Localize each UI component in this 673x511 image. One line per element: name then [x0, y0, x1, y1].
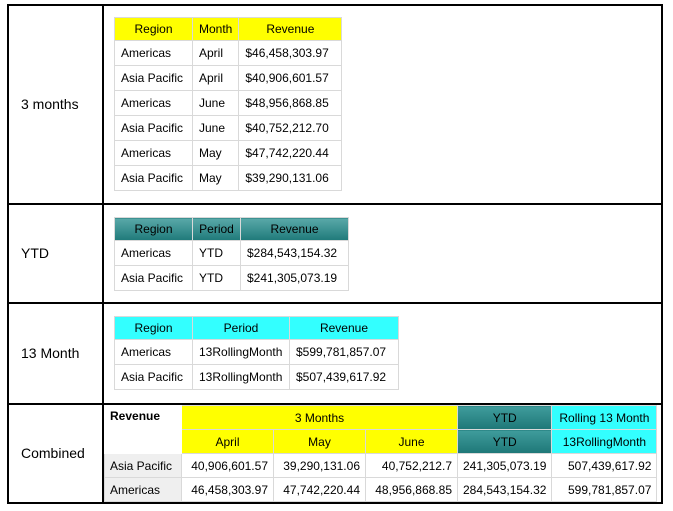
- column-header: Period: [192, 217, 241, 241]
- table-cell: Asia Pacific: [114, 165, 193, 191]
- table-cell: $39,290,131.06: [238, 165, 343, 191]
- table-cell: $599,781,857.07: [289, 339, 399, 365]
- thirteen-month-table: Region Period Revenue Americas 13Rolling…: [114, 316, 399, 390]
- pivot-header-row: Revenue 3 Months YTD Rolling 13 Month: [104, 405, 658, 454]
- month-header: April: [181, 429, 274, 454]
- table-header-row: Region Period Revenue: [114, 316, 399, 340]
- table-cell: April: [191, 65, 240, 91]
- table-header-row: Region Month Revenue: [114, 17, 343, 41]
- column-header: Revenue: [240, 217, 349, 241]
- row-divider-3: [7, 403, 663, 405]
- table-row: Asia Pacific 13RollingMonth $507,439,617…: [114, 364, 399, 390]
- table-header-row: Region Period Revenue: [114, 217, 349, 241]
- row-header: Asia Pacific: [104, 453, 182, 478]
- table-cell: Americas: [114, 240, 193, 266]
- month-header: May: [273, 429, 366, 454]
- table-cell: Americas: [114, 140, 193, 166]
- column-divider: [102, 4, 104, 504]
- rolling-subheader: 13RollingMonth: [551, 429, 658, 454]
- table-cell: YTD: [192, 265, 241, 291]
- table-cell: $241,305,073.19: [240, 265, 349, 291]
- column-header: Region: [114, 217, 193, 241]
- outer-frame: [7, 4, 663, 504]
- table-cell: $47,742,220.44: [238, 140, 343, 166]
- table-row: Americas April $46,458,303.97: [114, 40, 343, 66]
- table-cell: YTD: [192, 240, 241, 266]
- table-cell: 40,752,212.7: [365, 453, 458, 478]
- table-cell: June: [191, 90, 240, 116]
- column-header: Revenue: [289, 316, 399, 340]
- table-row: Asia Pacific YTD $241,305,073.19: [114, 265, 349, 291]
- table-row: Americas YTD $284,543,154.32: [114, 240, 349, 266]
- table-row: Americas 13RollingMonth $599,781,857.07: [114, 339, 399, 365]
- row-header: Americas: [104, 477, 182, 502]
- column-header: Month: [191, 17, 240, 41]
- table-cell: Asia Pacific: [114, 265, 193, 291]
- row-divider-2: [7, 302, 663, 304]
- table-cell: $46,458,303.97: [238, 40, 343, 66]
- column-header: Revenue: [238, 17, 343, 41]
- table-row: Americas June $48,956,868.85: [114, 90, 343, 116]
- row-label-ytd: YTD: [21, 245, 49, 261]
- table-row: Americas May $47,742,220.44: [114, 140, 343, 166]
- table-cell: Asia Pacific: [114, 364, 193, 390]
- row-label-combined: Combined: [21, 445, 85, 461]
- table-cell: Americas: [114, 40, 193, 66]
- pivot-subheader-row: April May June YTD 13RollingMonth: [105, 429, 658, 454]
- table-cell: $507,439,617.92: [289, 364, 399, 390]
- table-row: Asia Pacific April $40,906,601.57: [114, 65, 343, 91]
- table-cell: 13RollingMonth: [192, 339, 290, 365]
- row-label-3-months: 3 months: [21, 96, 79, 112]
- group-header-ytd: YTD: [456, 405, 553, 430]
- table-cell: $40,906,601.57: [238, 65, 343, 91]
- table-cell: April: [191, 40, 240, 66]
- row-label-13-month: 13 Month: [21, 345, 80, 361]
- table-cell: 39,290,131.06: [273, 453, 366, 478]
- table-cell: Asia Pacific: [114, 115, 193, 141]
- row-divider-1: [7, 203, 663, 205]
- table-cell: 507,439,617.92: [551, 453, 658, 478]
- table-cell: May: [191, 140, 240, 166]
- group-header-rolling: Rolling 13 Month: [551, 405, 658, 430]
- table-cell: Americas: [114, 339, 193, 365]
- table-cell: $284,543,154.32: [240, 240, 349, 266]
- column-header: Period: [192, 316, 290, 340]
- table-cell: Asia Pacific: [114, 65, 193, 91]
- table-cell: Americas: [114, 90, 193, 116]
- table-cell: 13RollingMonth: [192, 364, 290, 390]
- table-cell: May: [191, 165, 240, 191]
- combined-pivot-table: Revenue 3 Months YTD Rolling 13 Month Ap…: [104, 405, 658, 502]
- table-cell: 284,543,154.32: [456, 477, 553, 502]
- column-header: Region: [114, 316, 193, 340]
- table-cell: 241,305,073.19: [456, 453, 553, 478]
- ytd-subheader: YTD: [456, 429, 553, 454]
- table-row: Asia Pacific May $39,290,131.06: [114, 165, 343, 191]
- three-months-table: Region Month Revenue Americas April $46,…: [114, 17, 343, 191]
- group-header-3-months: 3 Months: [181, 405, 458, 430]
- table-row: Americas 46,458,303.97 47,742,220.44 48,…: [104, 477, 658, 502]
- ytd-table: Region Period Revenue Americas YTD $284,…: [114, 217, 349, 291]
- table-cell: $48,956,868.85: [238, 90, 343, 116]
- table-row: Asia Pacific 40,906,601.57 39,290,131.06…: [104, 453, 658, 478]
- table-cell: 48,956,868.85: [365, 477, 458, 502]
- pivot-corner-label: Revenue: [104, 405, 182, 454]
- table-cell: 47,742,220.44: [273, 477, 366, 502]
- table-row: Asia Pacific June $40,752,212.70: [114, 115, 343, 141]
- table-cell: 46,458,303.97: [181, 477, 274, 502]
- month-header: June: [365, 429, 458, 454]
- column-header: Region: [114, 17, 193, 41]
- table-cell: June: [191, 115, 240, 141]
- table-cell: $40,752,212.70: [238, 115, 343, 141]
- table-cell: 599,781,857.07: [551, 477, 658, 502]
- table-cell: 40,906,601.57: [181, 453, 274, 478]
